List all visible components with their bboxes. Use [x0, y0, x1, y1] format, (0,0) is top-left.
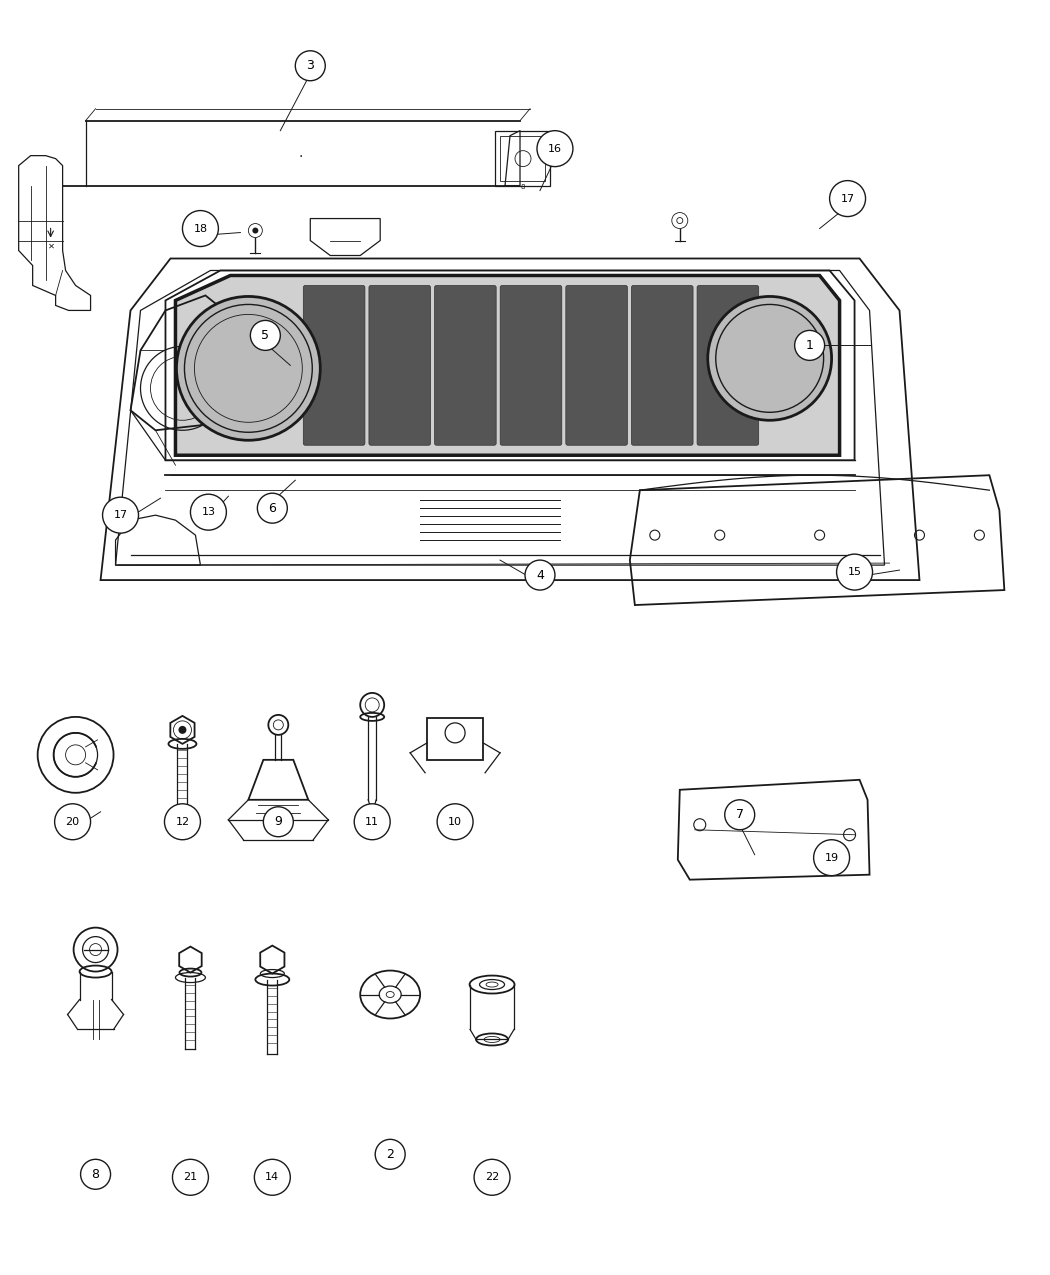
Text: 7: 7 [736, 808, 743, 821]
FancyBboxPatch shape [697, 286, 759, 445]
Text: 13: 13 [202, 507, 215, 518]
Circle shape [190, 495, 227, 530]
Circle shape [257, 493, 288, 523]
FancyBboxPatch shape [500, 286, 562, 445]
FancyBboxPatch shape [303, 286, 365, 445]
Text: 10: 10 [448, 817, 462, 826]
Text: 3: 3 [307, 59, 314, 73]
Circle shape [837, 555, 873, 590]
Text: 17: 17 [840, 194, 855, 204]
Circle shape [795, 330, 824, 361]
Circle shape [176, 297, 320, 440]
Circle shape [165, 803, 201, 840]
FancyBboxPatch shape [369, 286, 430, 445]
Text: 21: 21 [184, 1172, 197, 1182]
FancyBboxPatch shape [435, 286, 497, 445]
Circle shape [250, 320, 280, 351]
FancyBboxPatch shape [631, 286, 693, 445]
Text: 18: 18 [193, 223, 208, 233]
Circle shape [437, 803, 474, 840]
FancyBboxPatch shape [566, 286, 628, 445]
Text: 8: 8 [91, 1168, 100, 1181]
Circle shape [525, 560, 555, 590]
Text: 12: 12 [175, 817, 189, 826]
Circle shape [814, 840, 849, 876]
Circle shape [178, 725, 187, 734]
Text: 6: 6 [269, 501, 276, 515]
Text: 22: 22 [485, 1172, 499, 1182]
Circle shape [537, 130, 573, 167]
Text: 14: 14 [266, 1172, 279, 1182]
Circle shape [172, 1159, 208, 1195]
Text: 17: 17 [113, 510, 128, 520]
Text: 5: 5 [261, 329, 270, 342]
Text: ·: · [298, 149, 302, 163]
Text: 20: 20 [65, 817, 80, 826]
Text: 19: 19 [824, 853, 839, 863]
Text: 11: 11 [365, 817, 379, 826]
Text: 1: 1 [805, 339, 814, 352]
Circle shape [183, 210, 218, 246]
Text: ✕: ✕ [47, 241, 55, 250]
Text: 16: 16 [548, 144, 562, 154]
Circle shape [830, 181, 865, 217]
Circle shape [375, 1140, 405, 1169]
Circle shape [103, 497, 139, 533]
Circle shape [55, 803, 90, 840]
Circle shape [474, 1159, 510, 1195]
Circle shape [295, 51, 326, 80]
Circle shape [81, 1159, 110, 1190]
Circle shape [354, 803, 391, 840]
Text: 2: 2 [386, 1148, 394, 1160]
Text: 4: 4 [537, 569, 544, 581]
Text: 15: 15 [847, 567, 862, 578]
Circle shape [708, 297, 832, 421]
Circle shape [264, 807, 293, 836]
Circle shape [724, 799, 755, 830]
Polygon shape [175, 275, 840, 455]
Circle shape [252, 227, 258, 233]
Text: 8: 8 [521, 184, 525, 190]
Text: 9: 9 [274, 815, 282, 829]
Circle shape [254, 1159, 290, 1195]
